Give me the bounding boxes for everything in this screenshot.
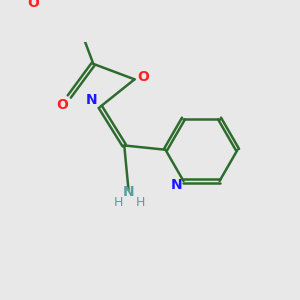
- Text: O: O: [56, 98, 68, 112]
- Text: O: O: [137, 70, 149, 84]
- Text: O: O: [27, 0, 39, 10]
- Text: H: H: [113, 196, 123, 208]
- Text: H: H: [136, 196, 145, 208]
- Text: N: N: [86, 93, 98, 107]
- Text: N: N: [171, 178, 182, 192]
- Text: N: N: [123, 185, 134, 199]
